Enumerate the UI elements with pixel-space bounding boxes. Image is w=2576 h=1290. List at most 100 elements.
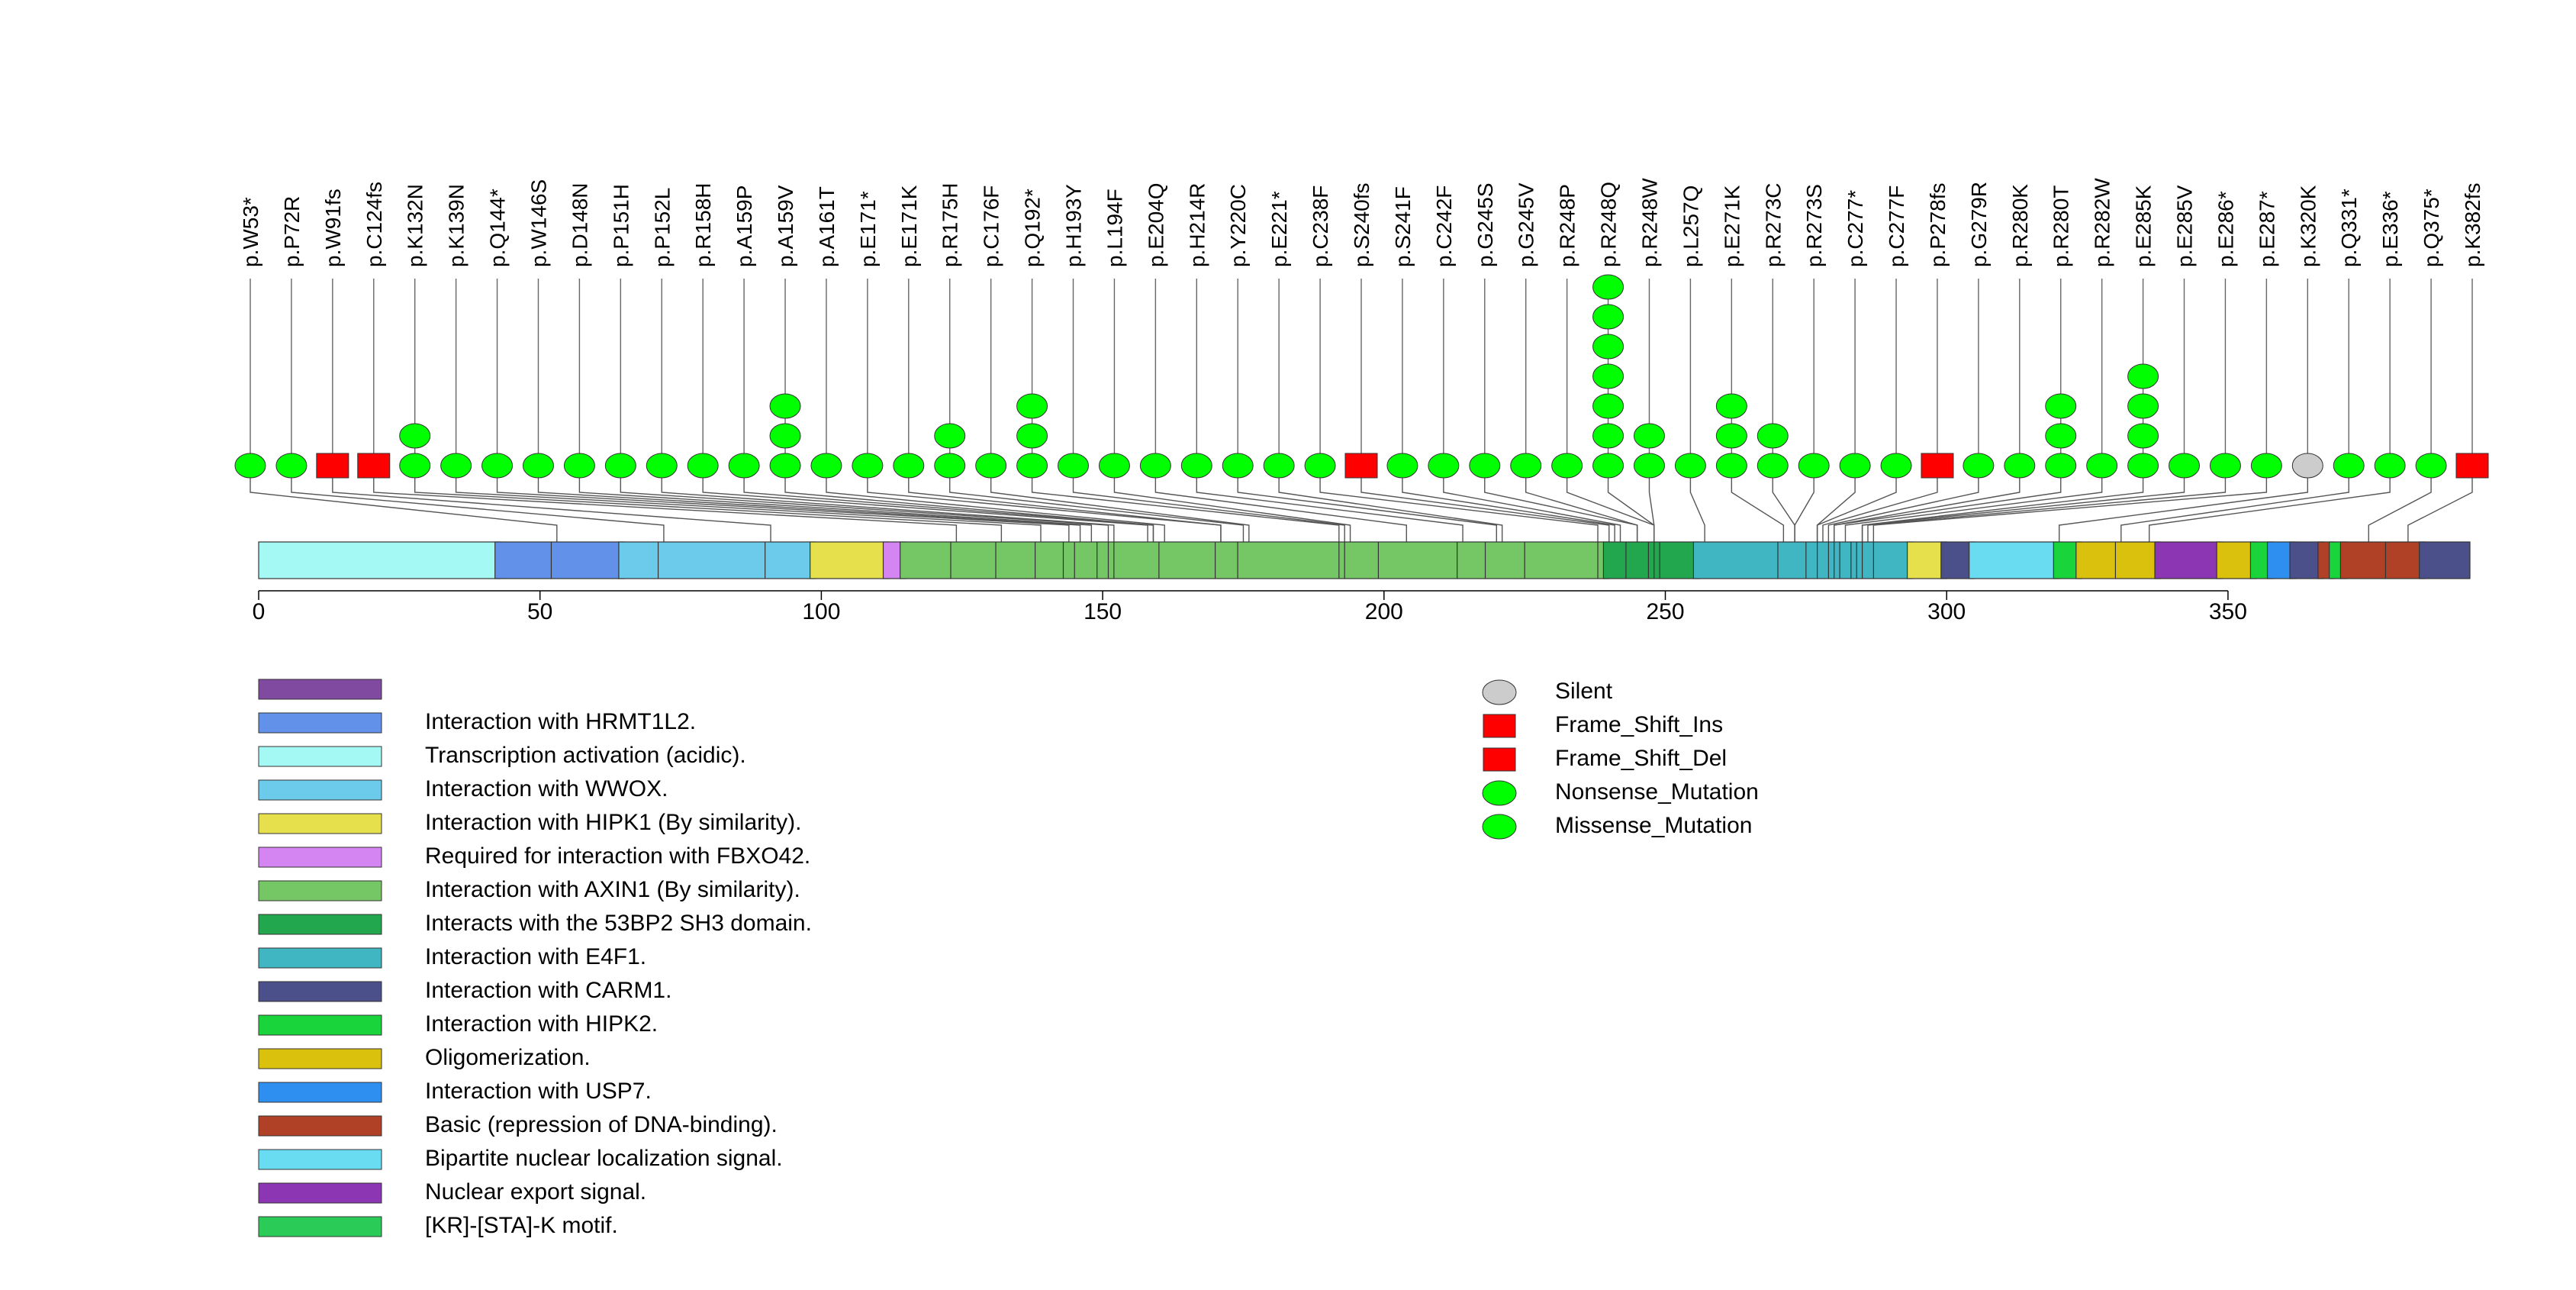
- frameshift-marker: [1921, 453, 1954, 479]
- connector-line: [2368, 478, 2432, 542]
- connector-line: [1731, 478, 1785, 542]
- mutation-marker: [687, 453, 719, 479]
- silent-marker: [2291, 453, 2323, 479]
- connector-line: [332, 478, 771, 542]
- connector-line: [1794, 478, 1814, 542]
- mutation-marker: [563, 453, 595, 479]
- connector-line: [1689, 478, 1705, 542]
- mutation-label: p.Y220C: [1226, 184, 1250, 267]
- mutation-label: p.P278fs: [1926, 182, 1950, 267]
- mutation-label: p.P72R: [280, 196, 304, 267]
- mutation-label: p.Q144*: [486, 189, 510, 267]
- domain-legend-label: Interaction with HIPK1 (By similarity).: [425, 810, 801, 835]
- mutation-marker: [769, 453, 801, 479]
- domain-legend-swatch: [258, 1014, 382, 1036]
- domain-legend-label: Transcription activation (acidic).: [425, 743, 746, 768]
- mutation-marker: [2333, 453, 2365, 479]
- connector-line: [373, 478, 958, 542]
- domain-segment: [1906, 541, 1947, 579]
- mutation-marker: [1592, 453, 1624, 479]
- mutation-marker: [1715, 423, 1747, 449]
- domain-legend-swatch: [258, 679, 382, 700]
- mutation-marker: [975, 453, 1007, 479]
- frameshift-marker: [2455, 453, 2489, 479]
- connector-line: [1072, 478, 1345, 542]
- domain-segment: [1602, 541, 1700, 579]
- mutation-marker: [1428, 453, 1460, 479]
- mutation-marker: [1304, 453, 1336, 479]
- mutation-marker: [1839, 453, 1871, 479]
- connector-line: [2120, 478, 2349, 542]
- domain-legend: Interaction with HRMT1L2. Transcription a…: [258, 679, 812, 1238]
- domain-legend-label: Interaction with HRMT1L2.: [425, 709, 696, 734]
- mutation-label: p.H214R: [1185, 182, 1209, 267]
- mutation-marker: [1386, 453, 1418, 479]
- domain-legend-label: Basic (repression of DNA-binding).: [425, 1112, 778, 1137]
- mutation-label: p.R248W: [1637, 178, 1661, 267]
- domain-legend-label: Interaction with WWOX.: [425, 776, 668, 801]
- mutation-marker: [1551, 453, 1583, 479]
- connector-line: [620, 478, 1109, 542]
- mutation-marker: [1469, 453, 1501, 479]
- mutation-marker: [1757, 423, 1789, 449]
- mutation-label: p.K320K: [2296, 185, 2320, 267]
- mutation-label: p.C176F: [980, 185, 1003, 267]
- x-tick-label: 50: [527, 599, 552, 624]
- domain-legend-label: Bipartite nuclear localization signal.: [425, 1146, 783, 1171]
- mutation-marker: [893, 453, 925, 479]
- mutation-legend-ellipse-icon: [1482, 679, 1517, 705]
- mutation-marker: [1016, 453, 1048, 479]
- domain-legend-label: Interaction with E4F1.: [425, 944, 646, 969]
- mutation-marker: [934, 453, 966, 479]
- frameshift-marker: [316, 453, 349, 479]
- domain-legend-label: Interaction with HIPK2.: [425, 1011, 658, 1037]
- mutation-marker: [1058, 453, 1090, 479]
- mutation-label: p.E171K: [897, 185, 921, 267]
- mutation-legend-ellipse-icon: [1482, 814, 1517, 840]
- mutation-marker: [2127, 423, 2159, 449]
- mutation-label: p.R248Q: [1597, 182, 1621, 267]
- mutation-label: p.W91fs: [321, 189, 345, 267]
- frameshift-marker: [357, 453, 391, 479]
- domain-segment: [2075, 541, 2162, 579]
- mutation-marker: [1098, 453, 1130, 479]
- connector-line: [1196, 478, 1463, 542]
- mutation-label: p.R282W: [2091, 178, 2114, 267]
- mutation-marker: [1715, 393, 1747, 419]
- mutation-label: p.D148N: [568, 182, 591, 267]
- mutation-label: p.C277*: [1843, 190, 1867, 267]
- mutation-marker: [728, 453, 760, 479]
- domain-legend-label: Nuclear export signal.: [425, 1179, 646, 1205]
- domain-legend-swatch: [258, 1082, 382, 1103]
- mutation-label: p.P152L: [650, 188, 674, 267]
- mutation-marker: [2004, 453, 2036, 479]
- mutation-label: p.R158H: [691, 182, 715, 267]
- connector-line: [1834, 478, 2062, 542]
- mutation-marker: [399, 453, 431, 479]
- domain-legend-swatch: [258, 813, 382, 834]
- mutation-label: p.Q192*: [1021, 189, 1045, 267]
- mutation-label: p.H193Y: [1062, 184, 1086, 267]
- mutation-marker: [234, 453, 266, 479]
- domain-legend-swatch: [258, 981, 382, 1002]
- connector-line: [2148, 478, 2391, 542]
- mutation-marker: [769, 393, 801, 419]
- lollipop-stems: [250, 279, 2473, 466]
- connector-line: [1278, 478, 1503, 542]
- mutation-marker: [1592, 363, 1624, 389]
- mutation-label: p.E286*: [2214, 191, 2237, 267]
- mutation-label: p.K139N: [445, 184, 469, 267]
- mutation-label: p.E221*: [1267, 191, 1291, 267]
- mutation-marker: [1180, 453, 1212, 479]
- mutation-marker: [1592, 304, 1624, 330]
- mutation-marker: [1592, 393, 1624, 419]
- domain-segment: [900, 541, 1610, 579]
- mutation-marker: [1880, 453, 1912, 479]
- x-tick-label: 250: [1646, 599, 1684, 624]
- mutation-label: p.G245V: [1515, 182, 1538, 267]
- mutation-marker: [2045, 393, 2077, 419]
- domain-legend-swatch: [258, 1216, 382, 1237]
- connector-line: [867, 478, 1222, 542]
- mutation-label: p.C242F: [1432, 185, 1456, 267]
